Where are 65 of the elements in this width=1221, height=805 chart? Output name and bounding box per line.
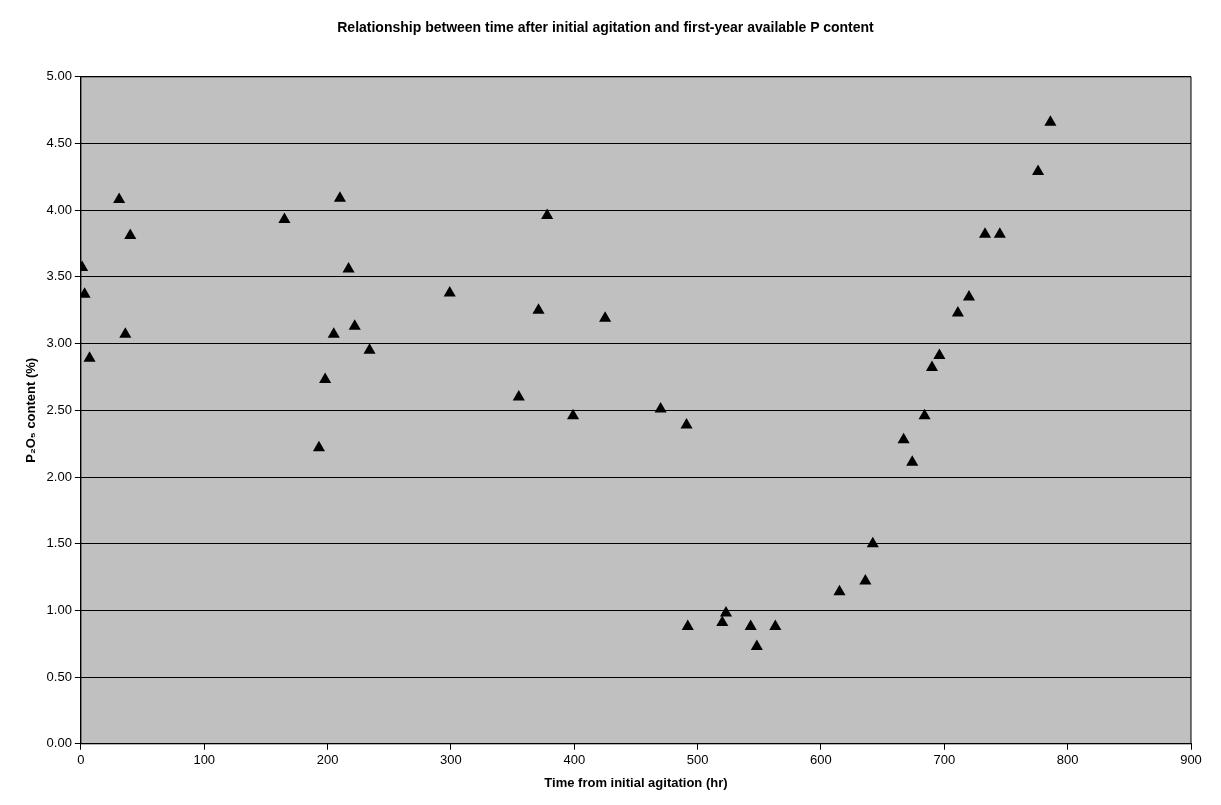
- point: [342, 261, 355, 273]
- y-tick-label: 0.50: [46, 668, 72, 684]
- point: [113, 192, 126, 204]
- point: [124, 228, 137, 240]
- point: [80, 287, 91, 298]
- y-tick-label: 4.50: [46, 135, 72, 151]
- point: [541, 208, 554, 220]
- point: [769, 619, 782, 630]
- x-tick-label: 200: [316, 752, 339, 768]
- point: [1044, 115, 1057, 126]
- point: [83, 351, 96, 362]
- point: [744, 619, 757, 630]
- y-tick-label: 2.50: [46, 401, 72, 417]
- x-tick-label: 900: [1180, 752, 1202, 768]
- y-tick-label: 0.00: [46, 735, 72, 751]
- point: [951, 305, 964, 317]
- point: [327, 327, 340, 338]
- y-tick-label: 2.00: [46, 468, 72, 484]
- y-tick-label: 5.00: [46, 68, 72, 84]
- point: [993, 227, 1006, 238]
- point: [443, 285, 456, 297]
- y-tick-label: 3.50: [46, 268, 72, 284]
- point: [833, 584, 846, 596]
- point: [918, 408, 931, 420]
- chart-title: Relationship between time after initial agitation and first-year available P content: [337, 19, 875, 36]
- point: [512, 389, 525, 401]
- point: [333, 191, 346, 202]
- point: [897, 432, 910, 444]
- point: [906, 455, 919, 466]
- x-tick-label: 100: [193, 752, 216, 768]
- point: [750, 639, 763, 650]
- point: [719, 606, 733, 617]
- point: [319, 372, 332, 384]
- y-tick-label: 1.00: [46, 601, 72, 617]
- y-tick-label: 1.50: [46, 535, 72, 551]
- x-tick-label: 600: [810, 752, 832, 768]
- point: [866, 536, 879, 548]
- y-axis-title: P₂O₅ content (%): [23, 357, 39, 463]
- point: [681, 619, 694, 630]
- x-tick-label: 400: [563, 752, 586, 768]
- x-tick-label: 500: [686, 752, 709, 768]
- x-axis-title: Time from initial agitation (hr): [544, 774, 728, 790]
- point: [716, 615, 729, 626]
- point: [962, 289, 976, 301]
- x-tick-label: 300: [440, 752, 462, 768]
- point: [348, 319, 361, 330]
- point: [859, 574, 872, 585]
- y-tick-label: 4.00: [46, 201, 72, 217]
- point: [978, 227, 992, 238]
- point: [925, 360, 939, 372]
- x-tick-label: 0: [77, 752, 85, 768]
- point: [680, 417, 693, 429]
- x-tick-label: 800: [1056, 752, 1079, 768]
- point: [312, 440, 326, 452]
- point: [654, 401, 667, 413]
- y-tick-label: 3.00: [46, 335, 72, 351]
- point: [119, 327, 132, 338]
- point: [933, 348, 946, 360]
- point: [278, 212, 291, 224]
- point: [1031, 164, 1045, 176]
- point: [532, 303, 545, 314]
- point: [566, 408, 580, 420]
- point: [363, 343, 376, 354]
- x-tick-label: 700: [933, 752, 956, 768]
- point: [599, 311, 612, 322]
